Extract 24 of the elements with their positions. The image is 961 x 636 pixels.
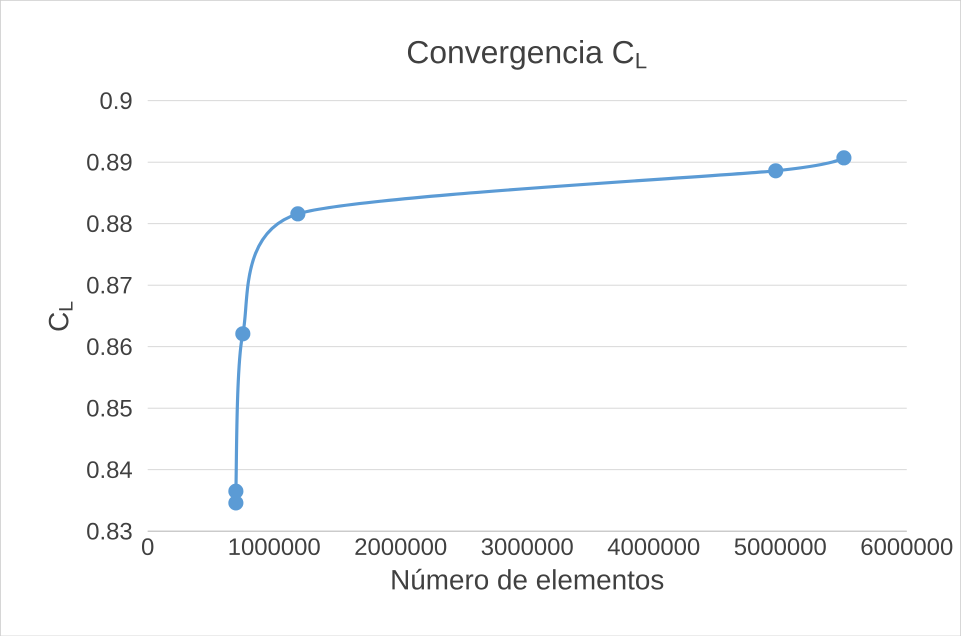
y-tick-label: 0.84 [87,461,132,478]
point [228,495,244,510]
point [290,206,306,222]
x-tick-label: 1000000 [230,538,320,555]
y-tick-label: 0.87 [87,276,132,294]
y-tick-label: 0.9 [100,92,132,109]
y-tick-label: 0.83 [87,522,132,540]
y-tick-label: 0.88 [87,215,132,232]
x-tick-label: 6000000 [861,538,952,555]
y-axis-title: C$_{L}$ [48,301,73,330]
x-tick-label: 0 [142,538,154,555]
y-tick-label: 0.89 [87,154,132,170]
y-tick-label: 0.86 [87,338,132,355]
point [235,326,250,342]
point [228,483,244,499]
point [768,163,784,178]
x-tick-label: 3000000 [482,538,573,555]
point [836,150,852,166]
x-axis-title: Número de elementos [392,568,664,590]
chart-title: Convergencia C$_{L}$ [408,40,646,70]
x-tick-label: 4000000 [608,538,700,555]
x-tick-label: 2000000 [355,538,446,555]
y-tick-label: 0.85 [87,400,132,416]
x-tick-label: 5000000 [734,538,826,555]
